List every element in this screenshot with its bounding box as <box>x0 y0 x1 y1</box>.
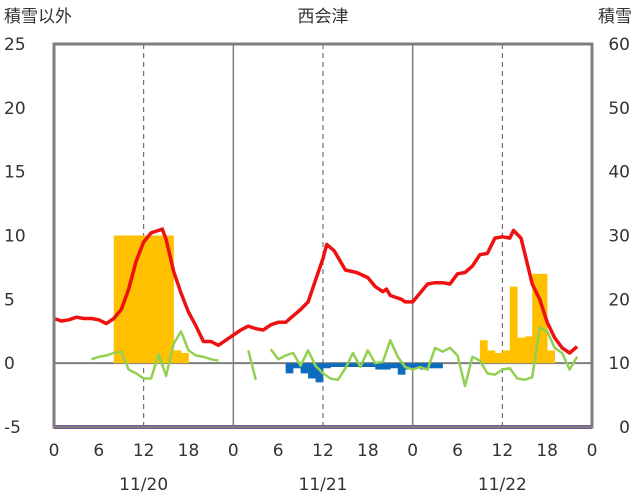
blue-bar <box>375 363 384 370</box>
x-hour-tick: 12 <box>133 441 155 461</box>
orange-bar <box>502 350 511 364</box>
left-tick-label: 15 <box>4 163 26 183</box>
blue-bar <box>293 363 301 369</box>
orange-bar <box>524 336 533 364</box>
right-tick-label: 20 <box>608 290 630 310</box>
blue-bar <box>435 363 443 369</box>
blue-bar <box>300 363 309 374</box>
left-axis-label: 積雪以外 <box>4 7 72 27</box>
blue-bar <box>382 363 391 370</box>
x-hour-tick: 0 <box>49 441 60 461</box>
chart-title: 西会津 <box>298 7 349 27</box>
orange-bar <box>517 337 526 364</box>
right-tick-label: 0 <box>619 418 630 438</box>
right-axis-label: 積雪 <box>598 7 632 27</box>
orange-bar <box>509 286 518 364</box>
blue-bar <box>397 363 406 375</box>
x-date-label: 11/21 <box>299 475 348 495</box>
orange-bar <box>166 235 174 364</box>
right-tick-label: 10 <box>608 354 630 374</box>
bars <box>113 235 555 383</box>
orange-bar <box>539 273 548 364</box>
blue-bar <box>285 363 294 374</box>
orange-bar <box>487 350 496 364</box>
left-tick-label: 0 <box>4 354 15 374</box>
right-tick-label: 40 <box>608 163 630 183</box>
left-tick-label: -5 <box>4 418 21 438</box>
right-tick-label: 30 <box>608 227 630 247</box>
right-tick-label: 50 <box>608 99 630 119</box>
x-hour-tick: 18 <box>178 441 200 461</box>
green-line <box>247 350 258 381</box>
left-tick-label: 10 <box>4 227 26 247</box>
x-hour-tick: 18 <box>536 441 558 461</box>
orange-bar <box>151 235 159 364</box>
orange-bar <box>494 352 503 364</box>
x-hour-tick: 12 <box>312 441 334 461</box>
blue-bar <box>337 363 346 367</box>
right-tick-label: 60 <box>608 35 630 55</box>
left-tick-label: 25 <box>4 35 26 55</box>
green-line <box>269 326 579 388</box>
orange-bar <box>173 350 182 364</box>
green-line <box>90 330 219 380</box>
blue-bar <box>360 363 369 367</box>
x-hour-tick: 0 <box>407 441 418 461</box>
orange-bar <box>158 235 167 364</box>
orange-bar <box>136 235 144 364</box>
blue-bar <box>367 363 376 367</box>
left-tick-label: 5 <box>4 290 15 310</box>
orange-bar <box>181 352 189 364</box>
blue-bar <box>412 363 421 369</box>
x-hour-tick: 0 <box>228 441 239 461</box>
blue-bar <box>427 363 436 369</box>
blue-bar <box>323 363 331 369</box>
x-hour-tick: 0 <box>587 441 598 461</box>
orange-bar <box>128 235 137 364</box>
blue-bar <box>405 363 413 370</box>
red-line <box>53 227 579 355</box>
x-hour-tick: 12 <box>492 441 514 461</box>
blue-bar <box>308 363 316 379</box>
orange-bar <box>532 273 540 364</box>
x-hour-tick: 6 <box>452 441 463 461</box>
orange-bar <box>143 235 152 364</box>
x-hour-tick: 6 <box>273 441 284 461</box>
blue-bar <box>330 363 339 367</box>
blue-bar <box>352 363 361 367</box>
x-hour-tick: 18 <box>357 441 379 461</box>
left-tick-label: 20 <box>4 99 26 119</box>
blue-bar <box>390 363 399 369</box>
orange-bar <box>547 350 555 364</box>
blue-bar <box>315 363 324 383</box>
blue-bar <box>345 363 354 367</box>
plot-frame <box>52 42 594 429</box>
orange-bar <box>113 235 122 364</box>
blue-bar <box>420 363 428 370</box>
x-hour-tick: 6 <box>93 441 104 461</box>
x-date-label: 11/22 <box>478 475 527 495</box>
x-date-label: 11/20 <box>119 475 168 495</box>
orange-bar <box>479 340 488 364</box>
